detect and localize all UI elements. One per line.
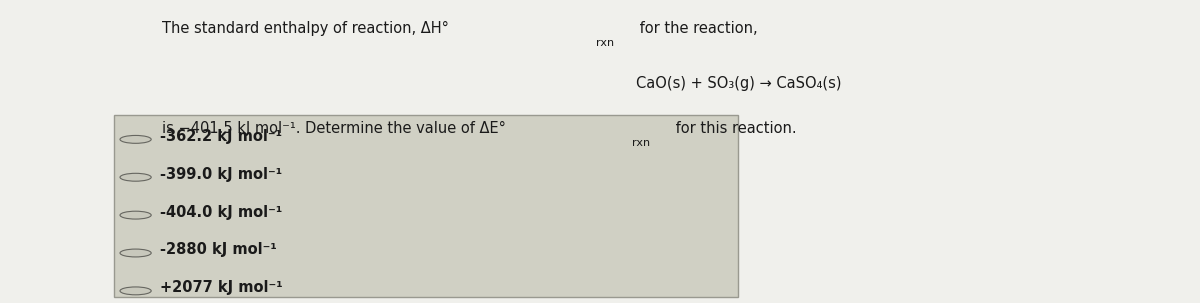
Text: The standard enthalpy of reaction, ΔH°: The standard enthalpy of reaction, ΔH° (162, 21, 449, 36)
Text: rxn: rxn (596, 38, 614, 48)
Circle shape (120, 173, 151, 181)
Text: -399.0 kJ mol⁻¹: -399.0 kJ mol⁻¹ (160, 167, 282, 182)
Text: for this reaction.: for this reaction. (671, 121, 797, 136)
Text: -404.0 kJ mol⁻¹: -404.0 kJ mol⁻¹ (160, 205, 282, 220)
Circle shape (120, 135, 151, 143)
Text: is −401.5 kJ mol⁻¹. Determine the value of ΔE°: is −401.5 kJ mol⁻¹. Determine the value … (162, 121, 506, 136)
Circle shape (120, 249, 151, 257)
Circle shape (120, 211, 151, 219)
Circle shape (120, 287, 151, 295)
Text: CaO(s) + SO₃(g) → CaSO₄(s): CaO(s) + SO₃(g) → CaSO₄(s) (636, 76, 841, 91)
Text: +2077 kJ mol⁻¹: +2077 kJ mol⁻¹ (160, 280, 282, 295)
FancyBboxPatch shape (114, 115, 738, 297)
Text: for the reaction,: for the reaction, (635, 21, 757, 36)
Text: -2880 kJ mol⁻¹: -2880 kJ mol⁻¹ (160, 242, 276, 258)
Text: -362.2 kJ mol⁻¹: -362.2 kJ mol⁻¹ (160, 129, 282, 144)
Text: rxn: rxn (632, 138, 650, 148)
